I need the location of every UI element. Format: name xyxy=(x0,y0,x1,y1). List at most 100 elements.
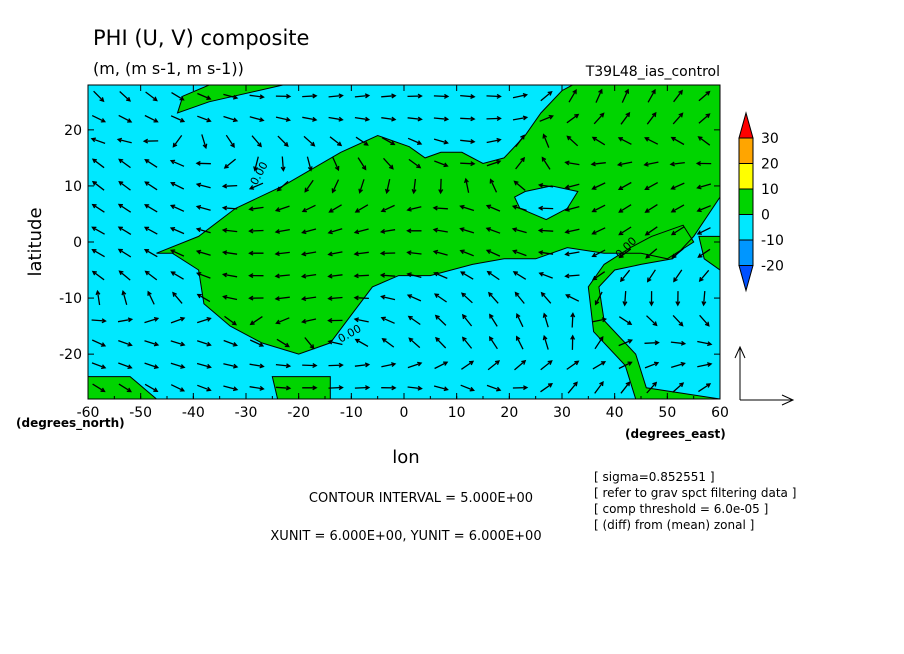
wind-vector xyxy=(460,161,476,167)
wind-vector xyxy=(537,228,554,234)
wind-vector xyxy=(91,203,105,213)
wind-vector xyxy=(143,226,158,235)
wind-vector xyxy=(195,204,211,211)
colorbar: 30 20 10 0 -10 -20 xyxy=(738,111,784,293)
x-tick-label: 0 xyxy=(400,405,409,421)
wind-vector xyxy=(358,179,365,194)
wind-vector xyxy=(384,178,391,195)
wind-vector xyxy=(276,338,290,348)
wind-vector xyxy=(670,136,685,146)
wind-vector xyxy=(512,92,529,99)
wind-vector xyxy=(433,116,450,122)
wind-vector xyxy=(91,249,105,258)
wind-vector xyxy=(196,362,212,369)
wind-vector xyxy=(696,227,711,235)
wind-vector xyxy=(433,293,447,303)
wind-vector xyxy=(486,159,502,167)
wind-vector xyxy=(542,312,549,328)
colorbar-segment xyxy=(738,214,754,241)
wind-vector xyxy=(248,250,264,256)
wind-vector xyxy=(121,289,128,305)
wind-vector xyxy=(91,339,107,347)
wind-vector xyxy=(433,93,450,99)
wind-vector xyxy=(249,116,265,123)
wind-vector xyxy=(620,381,631,394)
wind-vector xyxy=(512,271,527,280)
wind-vector xyxy=(591,204,606,213)
chart-subtitle: (m, (m s-1, m s-1)) xyxy=(93,59,244,78)
contour-fill-regions xyxy=(88,85,720,399)
wind-vector xyxy=(93,90,105,103)
y-tick-label: -10 xyxy=(59,291,82,307)
wind-vector xyxy=(697,340,713,347)
wind-vector xyxy=(644,226,658,236)
wind-vector xyxy=(169,249,185,257)
wind-vector xyxy=(195,182,211,189)
wind-vector xyxy=(460,384,475,392)
wind-vector xyxy=(565,294,580,302)
y-tick-label: 0 xyxy=(73,235,82,251)
wind-vector xyxy=(354,338,369,347)
wind-vector xyxy=(197,115,212,123)
wind-vector xyxy=(617,137,632,145)
wind-vector xyxy=(170,384,186,392)
wind-vector xyxy=(328,204,342,213)
wind-vector xyxy=(249,94,265,100)
wind-vector xyxy=(117,203,132,213)
wind-vector xyxy=(222,294,238,301)
wind-vector xyxy=(512,115,529,121)
colorbar-top-arrow xyxy=(738,111,754,139)
wind-vector xyxy=(644,361,660,369)
wind-vector xyxy=(618,204,632,213)
wind-vector xyxy=(91,115,107,123)
wind-vector xyxy=(618,226,632,236)
positive-region-4 xyxy=(698,235,720,271)
wind-vector xyxy=(538,271,553,279)
wind-vector xyxy=(275,93,292,99)
wind-vector xyxy=(169,159,185,167)
wind-vector xyxy=(699,314,710,327)
wind-vector xyxy=(306,156,313,172)
x-tick-label: -40 xyxy=(182,405,205,421)
wind-vector xyxy=(144,383,159,392)
wind-vector xyxy=(697,362,713,368)
contour-interval-text: CONTOUR INTERVAL = 5.000E+00 xyxy=(309,491,533,506)
wind-vector xyxy=(433,138,449,145)
wind-vector xyxy=(564,228,580,235)
wind-vector xyxy=(170,362,186,369)
wind-vector xyxy=(144,158,158,168)
wind-vector xyxy=(275,317,290,325)
wind-vector xyxy=(275,385,292,391)
wind-vector xyxy=(406,250,422,256)
wind-vector xyxy=(407,385,423,391)
wind-vector xyxy=(300,251,317,257)
annotation-line-2: [ refer to grav spct filtering data ] xyxy=(594,486,796,500)
wind-vector xyxy=(515,156,526,170)
wind-vector xyxy=(144,204,158,213)
wind-vector xyxy=(540,90,553,102)
wind-vector xyxy=(407,315,421,326)
wind-vector xyxy=(671,248,684,259)
wind-vector xyxy=(591,182,606,190)
wind-vector xyxy=(643,161,659,167)
wind-vector xyxy=(327,228,343,235)
wind-vector xyxy=(489,313,498,327)
wind-vector xyxy=(116,137,132,144)
wind-vector xyxy=(91,180,105,191)
wind-vector xyxy=(620,111,631,125)
wind-vector xyxy=(435,336,447,349)
wind-vector xyxy=(460,138,476,144)
wind-vector xyxy=(591,136,606,146)
wind-vector xyxy=(353,273,369,279)
wind-vector xyxy=(459,227,475,234)
y-axis-label: latitude xyxy=(25,207,46,276)
wind-vector xyxy=(353,295,369,301)
wind-vector xyxy=(593,112,605,125)
wind-vector xyxy=(248,228,264,234)
wind-vector xyxy=(486,137,502,144)
wind-vector xyxy=(646,111,657,125)
wind-vector xyxy=(275,116,292,122)
wind-vector xyxy=(328,93,344,99)
wind-vector xyxy=(618,361,633,370)
wind-vector xyxy=(485,204,501,212)
